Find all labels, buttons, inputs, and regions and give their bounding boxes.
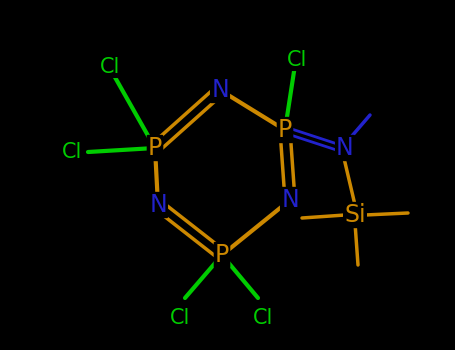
Text: N: N (281, 188, 299, 212)
Text: P: P (215, 243, 229, 267)
Text: Si: Si (344, 203, 366, 227)
Text: Cl: Cl (253, 308, 273, 328)
Text: Cl: Cl (170, 308, 190, 328)
Text: Cl: Cl (61, 142, 82, 162)
Text: N: N (336, 136, 354, 160)
Text: P: P (148, 136, 162, 160)
Text: Cl: Cl (100, 57, 120, 77)
Text: N: N (149, 193, 167, 217)
Text: P: P (278, 118, 292, 142)
Text: Cl: Cl (287, 50, 307, 70)
Text: N: N (211, 78, 229, 102)
